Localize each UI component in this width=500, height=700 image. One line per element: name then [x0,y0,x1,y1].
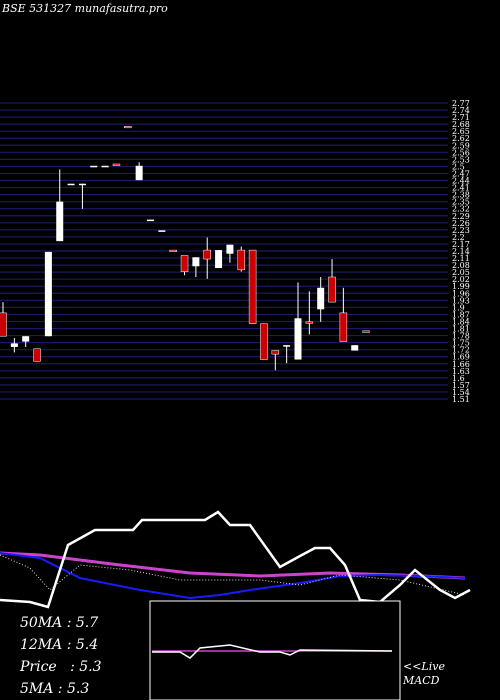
macd-label-part: MACD [403,674,440,687]
chart-title: BSE 531327 munafasutra.pro [2,2,168,15]
price-tick-label: 2.59 [452,141,470,150]
price-tick-label: 1.93 [452,296,470,305]
candle-body [192,257,200,267]
price-tick-label: 1.87 [452,310,470,319]
price-tick-label: 2.77 [452,99,470,108]
price-tick-label: 2.41 [452,184,470,193]
macd-label: <<Live MACD [403,660,445,688]
candle-body [33,348,41,362]
price-tick-label: 1.81 [452,325,470,334]
candle-body [226,244,234,254]
price-tick-label: 2.38 [452,191,470,200]
price-tick-label: 1.69 [452,353,470,362]
price-tick-label: 2.74 [452,106,470,115]
price-tick-label: 2.71 [452,113,470,122]
candle-body [351,345,359,351]
price-tick-label: 1.78 [452,332,470,341]
price-tick-label: 2.53 [452,155,470,164]
candle-body [237,249,246,271]
price-tick-label: 2.2 [452,233,465,242]
price-tick-label: 1.9 [452,303,465,312]
candle-body [260,323,268,360]
ma5-readout: 5MA : 5.3 [20,681,90,697]
macd-label-part: <<Live [403,660,445,673]
candle-body [112,163,121,166]
candle-body [328,276,336,303]
price-tick-label: 1.54 [452,388,470,397]
price-tick-label: 1.66 [452,360,470,369]
ma12-readout: 12MA : 5.4 [20,637,99,653]
candle-body [101,165,109,168]
price-line [0,510,471,609]
macd-line [152,644,393,659]
candle-body [169,249,177,252]
price-tick-label: 2.68 [452,120,470,129]
candle-body [0,312,7,337]
candle-body [215,250,223,269]
price-tick-label: 2.5 [452,162,465,171]
price-tick-label: 2.32 [452,205,470,214]
candle-body [56,201,64,242]
candle-body [146,219,154,222]
price-tick-label: 1.96 [452,289,470,298]
price-tick-label: 2.65 [452,127,470,136]
price-tick-label: 1.57 [452,381,470,390]
candle-body [67,183,75,186]
price-tick-label: 2.35 [452,198,470,207]
price-tick-label: 2.05 [452,268,470,277]
price-tick-label: 1.6 [452,374,465,383]
candle-body [44,251,52,337]
candle-body [180,255,189,272]
price-tick-label: 1.72 [452,346,470,355]
price-tick-label: 2.47 [452,169,470,178]
price-tick-label: 2.26 [452,219,470,228]
candle-body [135,165,143,181]
candle-body [203,249,211,260]
price-readout: Price : 5.3 [20,659,102,675]
price-tick-label: 1.75 [452,339,470,348]
price-tick-label: 1.51 [452,395,470,404]
price-tick-label: 2.56 [452,148,470,157]
candle-body [294,318,302,360]
price-tick-label: 2.14 [452,247,470,256]
price-tick-label: 2.44 [452,177,470,186]
candle-body [305,321,314,324]
price-tick-label: 1.99 [452,282,470,291]
candle-body [10,343,18,347]
ema-long-line [0,551,466,580]
price-tick-label: 2.02 [452,275,470,284]
ema-mid-line [0,552,466,600]
candle-body [22,336,30,342]
price-tick-label: 2.23 [452,226,470,235]
candle-body [317,287,325,310]
candle-body [158,230,166,232]
candle-body [78,183,86,186]
price-tick-label: 2.17 [452,240,470,249]
price-tick-label: 1.84 [452,317,470,326]
price-tick-label: 1.63 [452,367,470,376]
candle-body [124,126,132,129]
price-tick-label: 2.08 [452,261,470,270]
candle-body [283,345,291,347]
ema-short-line [0,554,466,596]
ma50-readout: 50MA : 5.7 [20,615,99,631]
price-tick-label: 2.62 [452,134,470,143]
price-tick-label: 2.29 [452,212,470,221]
candle-body [271,350,280,355]
candle-body [362,330,370,333]
candle-body [339,312,348,342]
candle-body [248,249,257,324]
price-tick-label: 2.11 [452,254,470,263]
candle-body [90,165,98,168]
